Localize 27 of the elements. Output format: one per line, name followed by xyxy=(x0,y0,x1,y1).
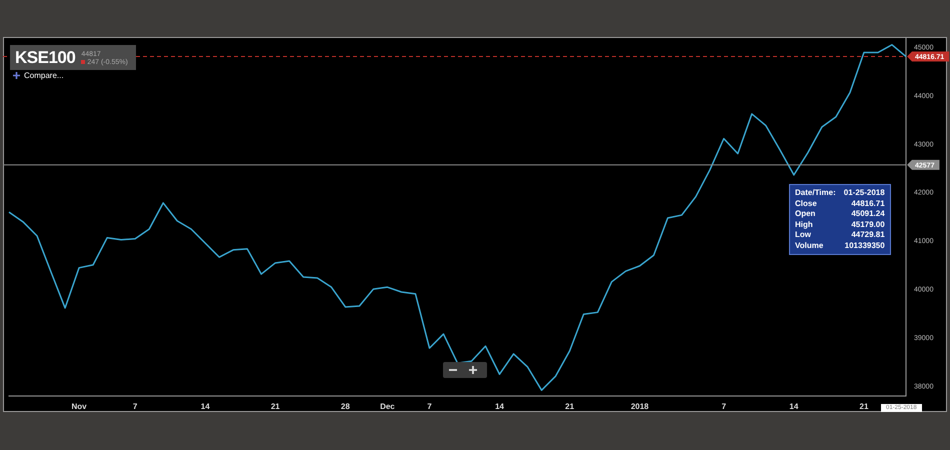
x-tick-label: 28 xyxy=(340,402,350,412)
annotation: 45179.00 xyxy=(850,220,885,230)
x-tick-label: 14 xyxy=(789,402,799,412)
x-tick-label: 7 xyxy=(427,402,432,412)
annotation: Date/Time: xyxy=(795,188,836,198)
x-tick-label: Nov xyxy=(72,402,88,412)
x-tick-label: 21 xyxy=(565,402,575,412)
annotation: 45091.24 xyxy=(850,209,885,220)
annotation: Volume xyxy=(795,240,824,251)
x-tick-label: 14 xyxy=(495,402,505,412)
x-tick-label: 7 xyxy=(132,402,138,412)
annotation: 44729.81 xyxy=(850,230,885,240)
x-tick-label: 14 xyxy=(200,402,210,412)
x-tick-label: 2018 xyxy=(630,402,650,412)
text: KSE100 xyxy=(15,48,76,68)
annotation: High xyxy=(795,220,814,230)
x-tick-label: Dec xyxy=(380,402,396,412)
x-tick-label: 7 xyxy=(722,402,727,412)
annotation: 44816.71 xyxy=(850,198,885,209)
annotation: Close xyxy=(795,198,818,209)
annotation: Low xyxy=(795,230,812,240)
annotation: 101339350 xyxy=(844,240,885,251)
x-tick-label: 21 xyxy=(270,402,280,412)
annotation: 01-25-2018 xyxy=(844,188,885,198)
x-tick-label: 21 xyxy=(860,402,869,412)
annotation: Compare... xyxy=(24,71,64,80)
annotation: Open xyxy=(795,209,816,220)
